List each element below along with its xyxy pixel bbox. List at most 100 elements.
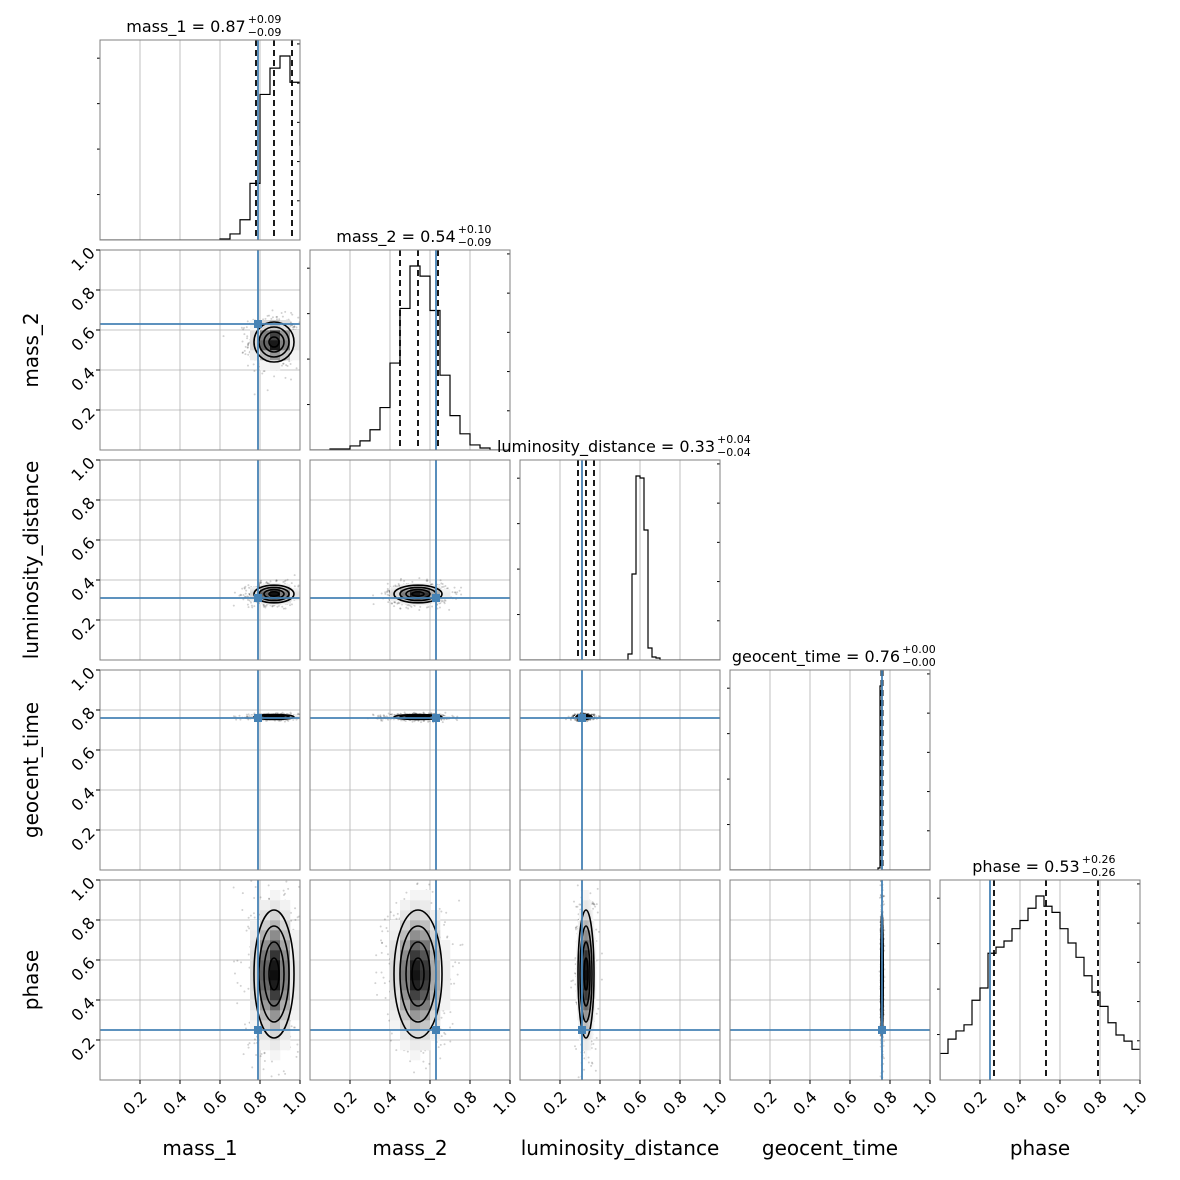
scatter-mass_2-vs-luminosity_distance-cell-8-66 bbox=[390, 593, 401, 595]
scatter-mass_2-vs-geocent_time-sample-612 bbox=[381, 719, 384, 722]
scatter-mass_1-vs-mass_2-frame bbox=[99, 249, 301, 451]
scatter-mass_1-vs-mass_2-sample-580 bbox=[275, 315, 278, 318]
scatter-mass_2-vs-luminosity_distance-sample-500 bbox=[388, 598, 391, 601]
scatter-mass_1-vs-mass_2-sample-652 bbox=[286, 364, 289, 367]
scatter-mass_2-vs-luminosity_distance-sample-330 bbox=[388, 594, 391, 597]
scatter-mass_2-vs-luminosity_distance-sample-591 bbox=[430, 583, 433, 586]
hist-phase-frame bbox=[939, 879, 1141, 1081]
scatter-mass_1-vs-luminosity_distance-sample-564 bbox=[243, 587, 246, 590]
scatter-mass_2-vs-geocent_time-sample-121 bbox=[371, 713, 374, 716]
scatter-mass_1-vs-geocent_time-cell-18-153 bbox=[280, 716, 291, 718]
scatter-mass_2-vs-luminosity_distance-sample-110 bbox=[413, 604, 416, 607]
hist-geocent_time-grid bbox=[769, 670, 931, 870]
scatter-mass_1-vs-mass_2-sample-305 bbox=[263, 369, 266, 372]
scatter-mass_2-vs-luminosity_distance-cell-10-76 bbox=[410, 583, 421, 585]
scatter-mass_1-vs-luminosity_distance-sample-193 bbox=[293, 574, 296, 577]
scatter-luminosity_distance-vs-geocent_time-sample-453 bbox=[585, 720, 588, 723]
scatter-mass_2-vs-luminosity_distance-sample-635 bbox=[443, 602, 446, 605]
scatter-luminosity_distance-vs-geocent_time-cell-54-153 bbox=[574, 716, 576, 718]
scatter-mass_2-vs-luminosity_distance-sample-312 bbox=[372, 594, 375, 597]
scatter-mass_1-vs-mass_2-sample-349 bbox=[302, 331, 304, 333]
scatter-mass_1-vs-mass_2-sample-551 bbox=[266, 314, 269, 317]
scatter-mass_2-vs-luminosity_distance-sample-132 bbox=[394, 585, 397, 588]
hist-phase-bar-12 bbox=[1036, 896, 1044, 1080]
scatter-mass_2-vs-luminosity_distance-sample-74 bbox=[380, 592, 383, 595]
scatter-mass_2-vs-luminosity_distance-cell-8-60 bbox=[390, 599, 401, 601]
title-mass_1-minus: −0.09 bbox=[248, 26, 282, 39]
scatter-mass_1-vs-luminosity_distance-frame bbox=[99, 459, 301, 661]
scatter-luminosity_distance-vs-geocent_time-sample-448 bbox=[599, 715, 602, 718]
hist-phase-bar-17 bbox=[1076, 957, 1084, 1080]
scatter-mass_2-vs-luminosity_distance-sample-140 bbox=[442, 585, 445, 588]
scatter-mass_1-vs-luminosity_distance-cell-18-56 bbox=[280, 603, 291, 605]
scatter-luminosity_distance-vs-geocent_time-sample-340 bbox=[593, 713, 596, 716]
scatter-mass_1-vs-luminosity_distance-cell-19-70 bbox=[290, 589, 300, 591]
scatter-mass_1-vs-luminosity_distance-cell-19-68 bbox=[290, 591, 300, 593]
scatter-mass_1-vs-geocent_time-sample-319 bbox=[302, 715, 304, 717]
scatter-mass_1-vs-mass_2-sample-689 bbox=[290, 378, 293, 381]
scatter-mass_1-vs-mass_2-sample-437 bbox=[261, 372, 264, 375]
scatter-mass_1-vs-geocent_time-sample-692 bbox=[283, 720, 286, 723]
scatter-mass_1-vs-luminosity_distance-sample-284 bbox=[290, 603, 293, 606]
hist-phase-bar-9 bbox=[1012, 929, 1020, 1080]
scatter-mass_1-vs-geocent_time-sample-444 bbox=[301, 715, 303, 717]
scatter-mass_1-vs-luminosity_distance-sample-473 bbox=[247, 606, 250, 609]
scatter-mass_2-vs-luminosity_distance-cell-10-60 bbox=[410, 599, 421, 601]
scatter-mass_1-vs-mass_2-cell-16-9 bbox=[260, 350, 271, 361]
scatter-mass_1-vs-luminosity_distance-cell-19-63 bbox=[290, 596, 300, 598]
scatter-luminosity_distance-vs-geocent_time-sample-136 bbox=[572, 714, 575, 717]
scatter-mass_2-vs-luminosity_distance-cell-11-73 bbox=[420, 586, 431, 588]
scatter-mass_2-vs-luminosity_distance-sample-604 bbox=[393, 600, 396, 603]
scatter-mass_1-vs-luminosity_distance-truth-marker bbox=[254, 594, 262, 602]
scatter-mass_1-vs-luminosity_distance-cell-18-67 bbox=[280, 592, 291, 594]
scatter-mass_2-vs-luminosity_distance-sample-528 bbox=[388, 589, 391, 592]
scatter-mass_1-vs-geocent_time-sample-70 bbox=[287, 719, 290, 722]
hist-phase-bar-20 bbox=[1100, 1006, 1108, 1080]
scatter-mass_1-vs-luminosity_distance-sample-223 bbox=[244, 585, 247, 588]
scatter-mass_2-vs-luminosity_distance-content bbox=[310, 460, 510, 660]
hist-phase-bar-15 bbox=[1060, 929, 1068, 1080]
scatter-mass_1-vs-geocent_time-sample-373 bbox=[301, 715, 303, 717]
scatter-mass_2-vs-luminosity_distance-sample-155 bbox=[431, 583, 434, 586]
hist-mass_2-bar-13 bbox=[440, 375, 450, 450]
scatter-mass_2-vs-geocent_time-sample-310 bbox=[420, 721, 423, 724]
scatter-mass_2-vs-luminosity_distance-sample-397 bbox=[397, 602, 400, 605]
scatter-mass_1-vs-luminosity_distance-sample-341 bbox=[267, 582, 270, 585]
scatter-mass_2-vs-luminosity_distance-grid bbox=[310, 459, 511, 660]
scatter-mass_1-vs-mass_2-sample-421 bbox=[246, 346, 249, 349]
hist-phase-bar-1 bbox=[948, 1039, 956, 1080]
scatter-mass_2-vs-luminosity_distance-sample-260 bbox=[406, 603, 409, 606]
scatter-mass_2-vs-luminosity_distance-cell-9-66 bbox=[400, 593, 411, 595]
scatter-mass_2-vs-luminosity_distance-sample-533 bbox=[460, 586, 463, 589]
scatter-mass_1-vs-mass_2-truth-marker bbox=[254, 320, 262, 328]
scatter-mass_1-vs-luminosity_distance-sample-172 bbox=[246, 598, 249, 601]
scatter-mass_2-vs-geocent_time-sample-187 bbox=[422, 711, 425, 714]
scatter-mass_2-vs-luminosity_distance-cell-13-66 bbox=[440, 593, 451, 595]
title-phase-plus: +0.26 bbox=[1082, 853, 1116, 866]
scatter-mass_2-vs-luminosity_distance-cell-13-67 bbox=[440, 592, 451, 594]
scatter-mass_1-vs-luminosity_distance-sample-88 bbox=[284, 579, 287, 582]
scatter-mass_1-vs-geocent_time-sample-529 bbox=[238, 714, 241, 717]
scatter-mass_2-vs-luminosity_distance-sample-557 bbox=[393, 601, 396, 604]
hist-mass_2-bar-11 bbox=[420, 276, 430, 450]
scatter-mass_1-vs-luminosity_distance-cell-15-72 bbox=[250, 587, 261, 589]
hist-phase-bar-2 bbox=[956, 1031, 964, 1080]
scatter-mass_1-vs-mass_2-sample-667 bbox=[304, 340, 306, 342]
scatter-mass_2-vs-luminosity_distance-cell-9-67 bbox=[400, 592, 411, 594]
scatter-mass_1-vs-luminosity_distance-sample-318 bbox=[248, 586, 251, 589]
scatter-mass_1-vs-mass_2-sample-248 bbox=[245, 326, 248, 329]
scatter-mass_1-vs-mass_2-sample-363 bbox=[252, 363, 255, 366]
scatter-mass_1-vs-luminosity_distance-sample-660 bbox=[293, 585, 296, 588]
scatter-mass_1-vs-mass_2-sample-486 bbox=[271, 316, 274, 319]
scatter-mass_1-vs-luminosity_distance-grid bbox=[100, 459, 301, 660]
scatter-mass_1-vs-mass_2-sample-142 bbox=[282, 362, 285, 365]
scatter-mass_1-vs-geocent_time-sample-217 bbox=[265, 719, 268, 722]
scatter-mass_1-vs-mass_2-sample-279 bbox=[247, 342, 250, 345]
scatter-mass_1-vs-luminosity_distance-sample-264 bbox=[302, 594, 304, 596]
hist-phase-bar-21 bbox=[1108, 1023, 1116, 1080]
scatter-mass_2-vs-luminosity_distance-sample-39 bbox=[396, 602, 399, 605]
scatter-mass_1-vs-mass_2-sample-192 bbox=[293, 325, 296, 328]
scatter-mass_2-vs-luminosity_distance-cell-10-73 bbox=[410, 586, 421, 588]
title-mass_2-minus: −0.09 bbox=[458, 236, 492, 249]
